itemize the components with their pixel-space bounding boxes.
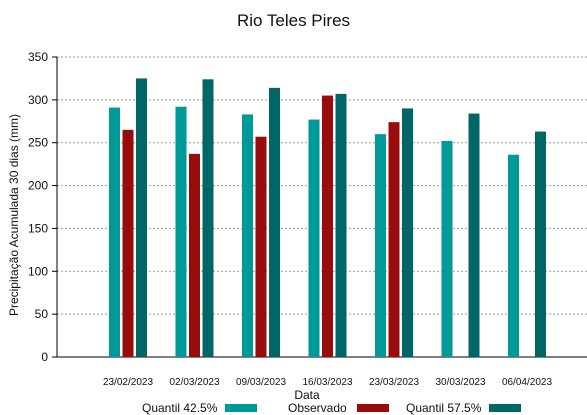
x-tick-label: 23/02/2023 [103,377,153,388]
legend-swatch [225,404,258,412]
x-tick-label: 30/03/2023 [435,377,485,388]
bar [402,108,413,357]
chart-title: Rio Teles Pires [236,11,351,30]
y-tick-label: 350 [28,50,48,64]
legend-label: Quantil 42.5% [142,401,218,415]
y-tick-label: 0 [41,350,48,364]
y-tick-label: 300 [28,93,48,107]
y-tick-label: 50 [35,307,49,321]
bar [189,153,200,357]
legend-label: Observado [288,401,347,415]
bar [175,106,187,357]
bar [122,129,134,357]
bar [136,78,147,357]
bar [375,134,386,357]
bar [109,107,120,357]
legend-item-quantil-57: Quantil 57.5% [406,401,522,415]
bar [202,79,214,358]
legend-swatch [489,404,522,412]
x-tick-label: 06/04/2023 [502,377,552,388]
bar [308,119,320,357]
x-tick-label: 16/03/2023 [302,377,352,388]
y-tick-label: 100 [28,264,48,278]
bar [242,114,253,357]
x-tick-label: 02/03/2023 [169,377,219,388]
bar [269,87,280,357]
bar [388,122,400,358]
bar [335,93,347,357]
y-tick-label: 150 [28,221,48,235]
legend-swatch [356,404,389,412]
bar [322,95,333,358]
x-axis-label: Data [294,388,320,402]
legend-item-quantil-42: Quantil 42.5% [142,401,258,415]
legend-item-observado: Observado [288,401,389,415]
bar [441,141,453,357]
bar [508,154,519,357]
y-tick-label: 250 [28,136,48,150]
legend: Quantil 42.5% Observado Quantil 57.5% [0,401,587,415]
legend-label: Quantil 57.5% [406,401,482,415]
bar [535,131,546,357]
bar [255,136,267,357]
x-tick-label: 09/03/2023 [236,377,286,388]
x-tick-label: 23/03/2023 [369,377,419,388]
y-tick-label: 200 [28,179,48,193]
bar [468,113,480,357]
